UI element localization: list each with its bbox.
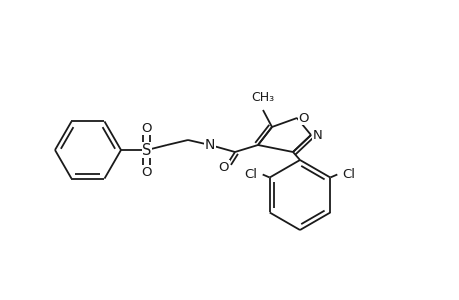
- Text: N: N: [313, 128, 322, 142]
- Text: O: O: [141, 122, 152, 134]
- Text: N: N: [204, 138, 215, 152]
- Text: Cl: Cl: [244, 168, 257, 181]
- Text: O: O: [298, 112, 308, 124]
- Text: O: O: [218, 160, 229, 173]
- Text: O: O: [141, 166, 152, 178]
- Text: Cl: Cl: [341, 168, 354, 181]
- Text: CH₃: CH₃: [251, 91, 274, 104]
- Text: S: S: [142, 142, 151, 158]
